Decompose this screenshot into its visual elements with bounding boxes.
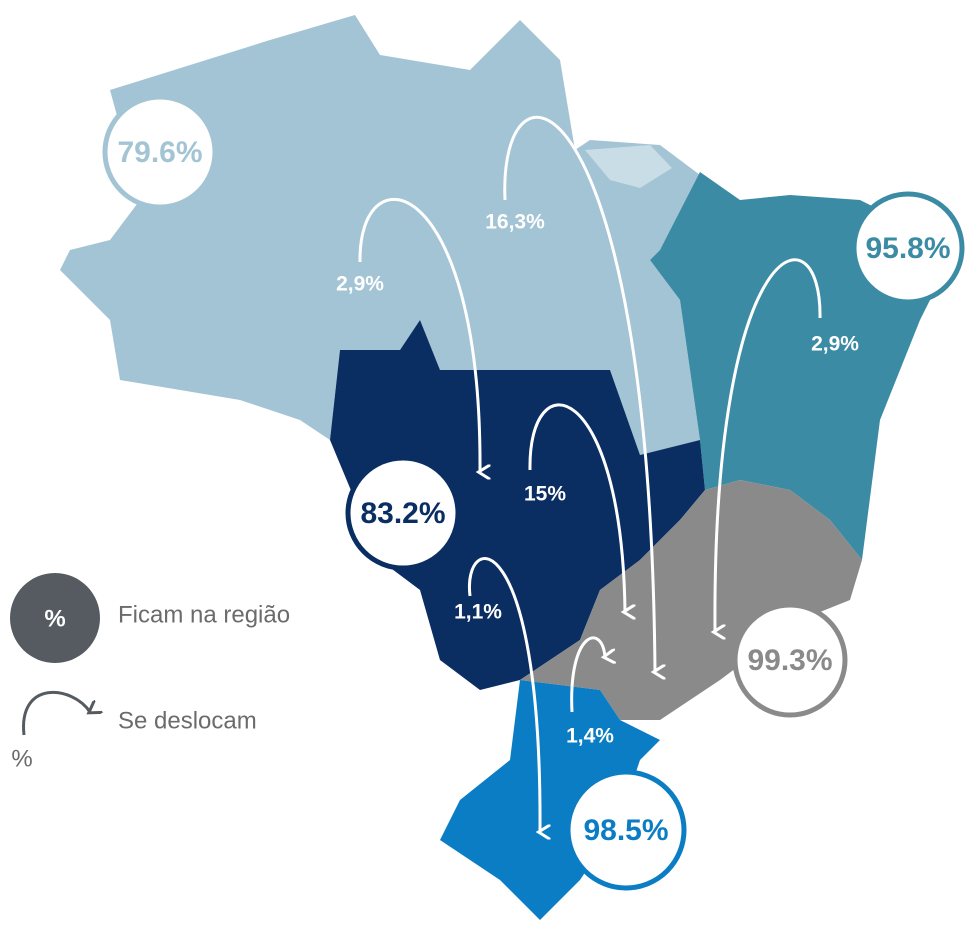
region-label: 98.5% — [583, 814, 668, 847]
legend-stay-icon — [10, 573, 100, 663]
flow-arrow — [715, 258, 822, 632]
legend-stay-label: Ficam na região — [118, 601, 290, 628]
flow-label: 16,3% — [485, 211, 545, 234]
flow-arrow — [358, 198, 480, 472]
region-circle — [732, 602, 848, 718]
flow-label: 1,1% — [454, 601, 502, 624]
flow-label: 15% — [524, 483, 566, 506]
region-south — [440, 680, 660, 920]
region-label: 99.3% — [747, 644, 832, 677]
region-circle — [565, 769, 687, 891]
region-central-west — [330, 320, 705, 690]
region-circle — [345, 455, 461, 571]
flow-arrow — [467, 557, 540, 832]
flow-label: 1,4% — [566, 725, 614, 748]
region-label: 79.6% — [117, 136, 202, 169]
legend-move-label: Se deslocam — [118, 707, 257, 734]
flow-arrow — [503, 115, 655, 672]
flow-arrow — [528, 403, 625, 612]
flow-label: 2,9% — [336, 273, 384, 296]
region-label: 95.8% — [865, 232, 950, 265]
flow-arrow — [570, 636, 605, 713]
region-label: 83.2% — [360, 497, 445, 530]
region-north — [60, 15, 700, 455]
legend-move-symbol: % — [11, 745, 32, 772]
legend-stay-symbol: % — [44, 605, 65, 632]
region-circle — [851, 191, 965, 305]
region-amapa — [585, 145, 672, 188]
flow-label: 2,9% — [811, 333, 859, 356]
region-circle — [102, 94, 218, 210]
legend-move-icon — [22, 690, 90, 736]
